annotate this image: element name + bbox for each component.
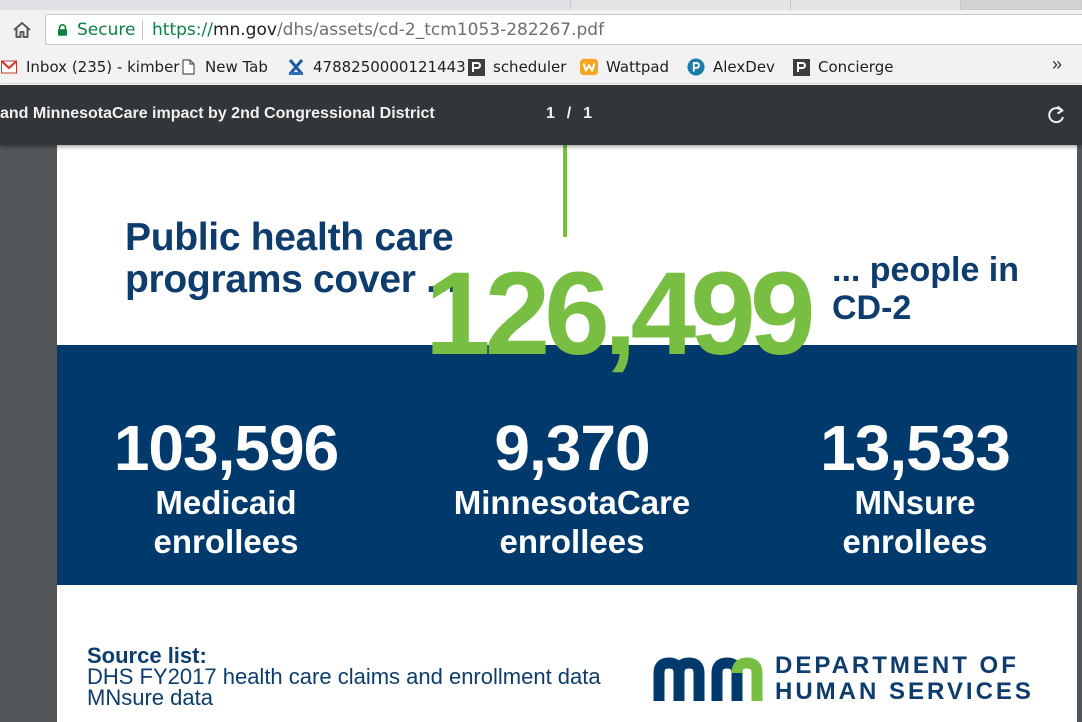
people-text-line: CD-2 [832, 289, 912, 327]
page-icon [179, 58, 197, 76]
people-text-line: ... people in [832, 251, 1020, 289]
page-indicator[interactable]: 1 / 1 [546, 105, 594, 122]
headline-line: programs cover ... [125, 258, 458, 301]
stat-label: enrollees [842, 523, 988, 560]
browser-tab[interactable] [960, 0, 1082, 10]
stat-label: MNsure [854, 484, 976, 521]
pipeline-icon [687, 58, 705, 76]
bookmark-label: Concierge [818, 58, 894, 76]
dhs-wordmark: DEPARTMENT OF HUMAN SERVICES [775, 653, 1034, 705]
dhs-wordmark-line: DEPARTMENT OF [775, 652, 1019, 679]
url-protocol: https:// [152, 20, 213, 40]
wattpad-icon [580, 58, 598, 76]
bookmark-alexdev[interactable]: AlexDev [687, 56, 775, 78]
stat-medicaid: 103,596 Medicaid enrollees [91, 413, 361, 561]
bookmarks-bar: Inbox (235) - kimber New Tab 47882500001… [0, 50, 1082, 84]
pdf-page: Public health care programs cover ... ..… [57, 145, 1077, 722]
lock-icon [58, 24, 67, 36]
stat-minnesotacare: 9,370 MinnesotaCare enrollees [437, 413, 707, 561]
bookmark-label: AlexDev [713, 58, 775, 76]
source-heading: Source list: [87, 643, 207, 668]
url-host: mn.gov [212, 20, 277, 40]
secure-label: Secure [77, 20, 136, 40]
headline-line: Public health care [125, 216, 454, 259]
stat-value: 13,533 [820, 412, 1011, 484]
bookmark-scheduler[interactable]: scheduler [467, 56, 566, 78]
headline: Public health care programs cover ... [125, 217, 458, 301]
people-text: ... people in CD-2 [832, 251, 1019, 327]
bookmark-label: Inbox (235) - kimber [26, 58, 180, 76]
bookmark-concierge[interactable]: Concierge [792, 56, 893, 78]
bookmark-label: New Tab [205, 58, 268, 76]
home-icon [13, 22, 31, 38]
browser-tab[interactable] [790, 0, 970, 10]
green-accent-line [563, 145, 567, 237]
source-line: DHS FY2017 health care claims and enroll… [87, 664, 601, 689]
stat-label: enrollees [499, 523, 645, 560]
gmail-icon [0, 58, 18, 76]
stat-mnsure: 13,533 MNsure enrollees [780, 413, 1050, 561]
bookmark-label: 4788250000121443 [313, 58, 466, 76]
bookmark-new-tab[interactable]: New Tab [179, 56, 268, 78]
pdf-title: and MinnesotaCare impact by 2nd Congress… [0, 105, 435, 122]
pdf-toolbar: and MinnesotaCare impact by 2nd Congress… [0, 85, 1082, 145]
home-button[interactable] [10, 19, 34, 41]
source-line: MNsure data [87, 685, 213, 710]
total-enrollment-number: 126,499 [425, 248, 816, 380]
stat-label: enrollees [153, 523, 299, 560]
rotate-icon[interactable] [1045, 104, 1067, 126]
bookmark-label: Wattpad [606, 58, 670, 76]
stat-label: Medicaid [155, 484, 297, 521]
p-icon [792, 58, 810, 76]
stats-band [57, 345, 1077, 585]
address-bar[interactable]: Secure https://mn.gov/dhs/assets/cd-2_tc… [45, 14, 1082, 45]
browser-tab[interactable] [570, 0, 800, 10]
url-text[interactable]: https://mn.gov/dhs/assets/cd-2_tcm1053-2… [152, 20, 604, 40]
bookmark-wattpad[interactable]: Wattpad [580, 56, 669, 78]
address-divider [142, 20, 143, 40]
dhs-logo-icon [653, 657, 763, 701]
p-icon [467, 58, 485, 76]
bookmark-concur[interactable]: 4788250000121443 [287, 56, 466, 78]
concur-icon [287, 58, 305, 76]
stat-value: 103,596 [113, 412, 339, 484]
more-bookmarks-button[interactable]: » [1052, 54, 1063, 74]
bookmark-inbox[interactable]: Inbox (235) - kimber [0, 56, 179, 78]
url-path: /dhs/assets/cd-2_tcm1053-282267.pdf [276, 20, 605, 40]
stat-value: 9,370 [494, 412, 650, 484]
tab-strip [0, 0, 1082, 10]
stat-label: MinnesotaCare [453, 484, 691, 521]
browser-toolbar: Secure https://mn.gov/dhs/assets/cd-2_tc… [0, 10, 1082, 50]
source-list: Source list: DHS FY2017 health care clai… [87, 643, 601, 710]
dhs-wordmark-line: HUMAN SERVICES [775, 678, 1034, 705]
bookmark-label: scheduler [493, 58, 567, 76]
